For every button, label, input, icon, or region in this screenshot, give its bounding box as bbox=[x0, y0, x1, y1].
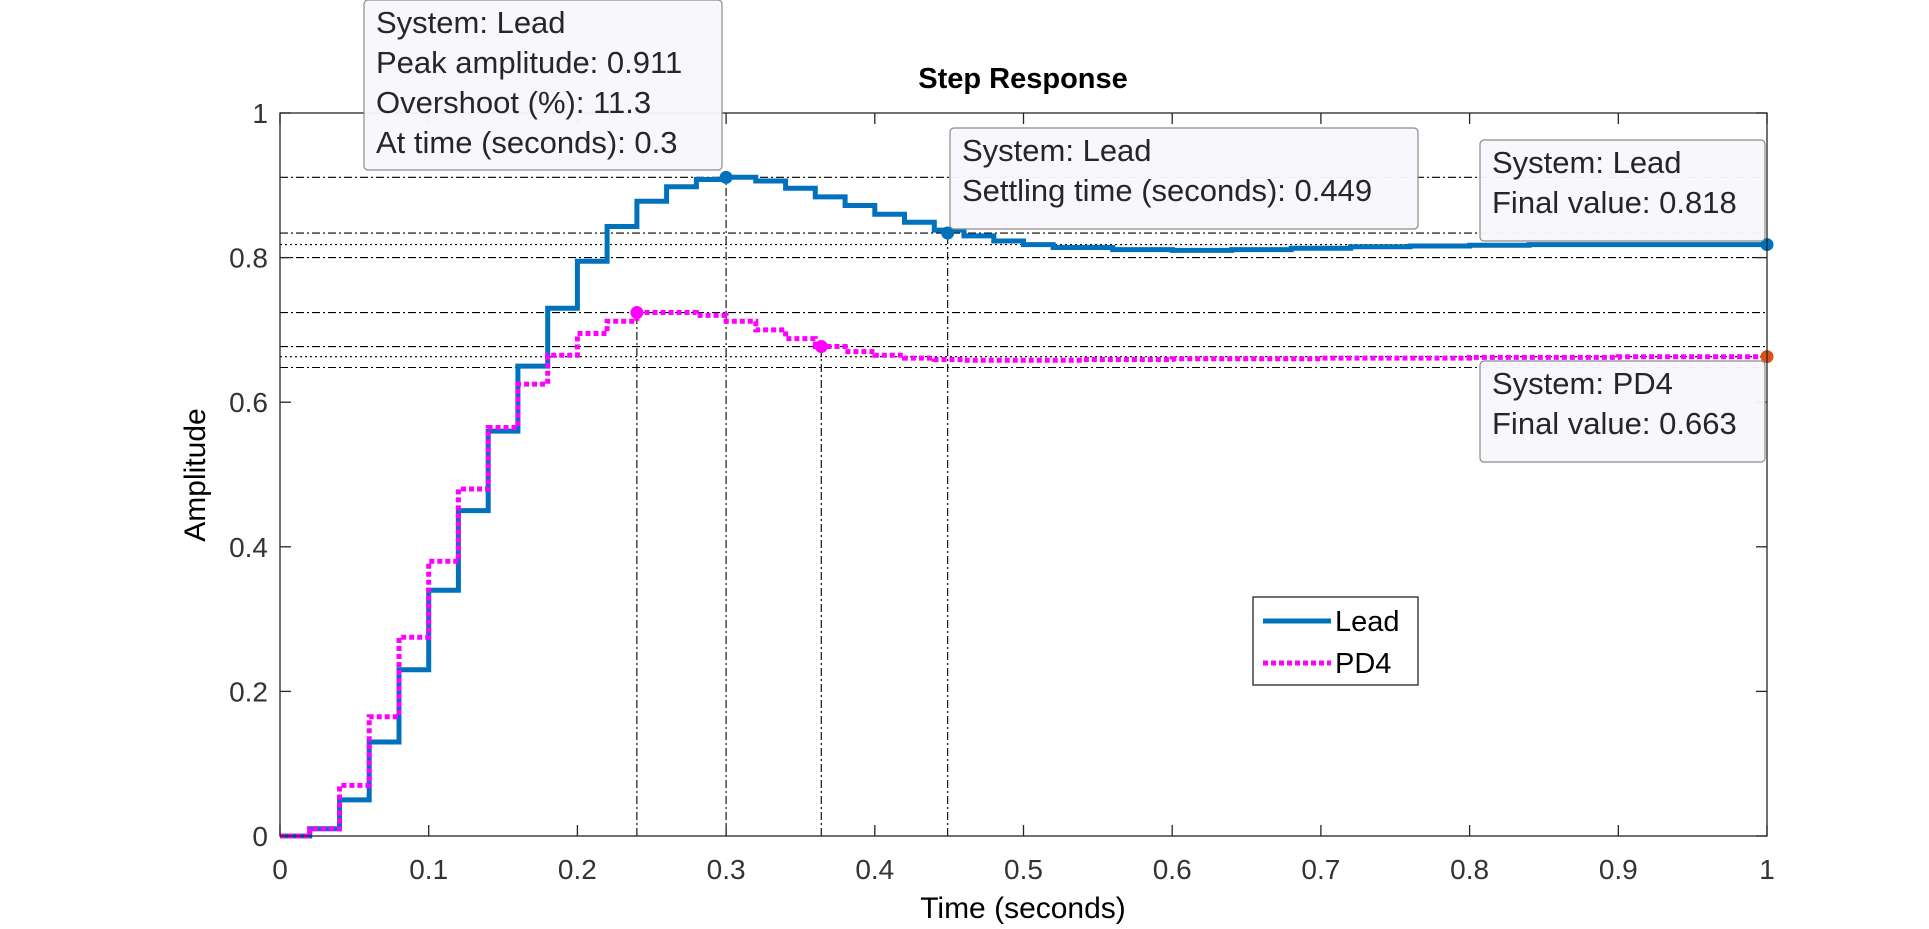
datatip-text: Overshoot (%): 11.3 bbox=[376, 85, 651, 120]
ticks: 0 0.1 0.2 0.3 0.4 0.5 0.6 0.7 0.8 0.9 1 0 0.2 0.4 0.6 0… bbox=[229, 98, 1775, 885]
x-tick-label: 0.2 bbox=[558, 854, 597, 885]
series-line-lead bbox=[280, 174, 1767, 839]
y-tick-label: 0.2 bbox=[229, 676, 268, 707]
x-tick-label: 0.9 bbox=[1599, 854, 1638, 885]
datatip-text: Final value: 0.818 bbox=[1492, 185, 1737, 220]
datatip-box bbox=[1479, 139, 1766, 242]
y-tick-label: 0 bbox=[252, 821, 268, 852]
y-tick-label: 0.6 bbox=[229, 387, 268, 418]
x-tick-label: 0.8 bbox=[1450, 854, 1489, 885]
series-line-pd4 bbox=[280, 310, 1767, 839]
datatip-markers bbox=[630, 170, 1774, 364]
y-tick-label: 0.4 bbox=[229, 532, 268, 563]
x-tick-label: 0.6 bbox=[1153, 854, 1192, 885]
x-tick-label: 1 bbox=[1759, 854, 1775, 885]
datatip-text: Final value: 0.663 bbox=[1492, 406, 1737, 441]
datatip-box bbox=[363, 0, 723, 171]
x-tick-label: 0.3 bbox=[707, 854, 746, 885]
x-tick-label: 0.5 bbox=[1004, 854, 1043, 885]
datatip-text: System: Lead bbox=[376, 5, 566, 40]
datatip-4[interactable]: System: PD4 Final value: 0.663 bbox=[1479, 360, 1766, 463]
y-tick-label: 0.8 bbox=[229, 243, 268, 274]
x-tick-label: 0.1 bbox=[409, 854, 448, 885]
y-tick-label: 1 bbox=[252, 98, 268, 129]
datatip-box bbox=[949, 127, 1419, 230]
datatip-text: Settling time (seconds): 0.449 bbox=[962, 173, 1372, 208]
datatip-text: System: Lead bbox=[962, 133, 1152, 168]
x-tick-label: 0.4 bbox=[855, 854, 894, 885]
datatip-3[interactable]: System: Lead Final value: 0.818 bbox=[1479, 139, 1766, 242]
datatip-box bbox=[1479, 360, 1766, 463]
x-tick-label: 0 bbox=[272, 854, 288, 885]
datatip-1[interactable]: System: Lead Peak amplitude: 0.911 Oversho… bbox=[363, 0, 723, 171]
y-axis-label: Amplitude bbox=[179, 408, 212, 541]
series-lines bbox=[280, 174, 1767, 839]
legend-label-pd4: PD4 bbox=[1335, 648, 1391, 680]
legend: Lead PD4 bbox=[1252, 596, 1419, 686]
datatip-text: At time (seconds): 0.3 bbox=[376, 125, 678, 160]
datatip-text: System: PD4 bbox=[1492, 366, 1673, 401]
legend-label-lead: Lead bbox=[1335, 606, 1400, 638]
x-tick-label: 0.7 bbox=[1301, 854, 1340, 885]
x-axis-label: Time (seconds) bbox=[920, 892, 1126, 925]
datatip-marker[interactable] bbox=[814, 340, 828, 354]
legend-box bbox=[1252, 596, 1419, 686]
chart-title: Step Response bbox=[918, 63, 1128, 95]
datatip-text: System: Lead bbox=[1492, 145, 1682, 180]
datatip-marker[interactable] bbox=[630, 306, 644, 320]
datatip-2[interactable]: System: Lead Settling time (seconds): 0.4… bbox=[949, 127, 1419, 230]
datatips: System: Lead Peak amplitude: 0.911 Oversho… bbox=[363, 0, 1766, 463]
datatip-text: Peak amplitude: 0.911 bbox=[376, 45, 682, 80]
datatip-marker[interactable] bbox=[719, 170, 733, 184]
datatip-marker[interactable] bbox=[941, 226, 955, 240]
